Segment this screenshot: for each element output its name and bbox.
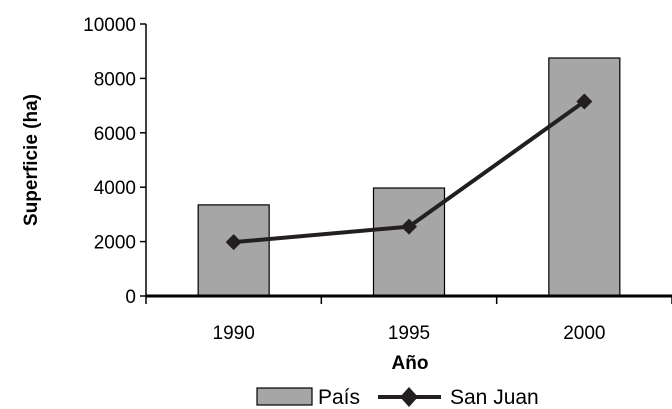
legend-marker-san-juan (400, 387, 418, 407)
x-tick-label: 1990 (213, 323, 255, 344)
y-tick-label: 10000 (83, 15, 136, 36)
point-san-juan-1995 (401, 218, 417, 235)
y-tick-label: 8000 (94, 69, 136, 90)
y-tick-label: 2000 (94, 233, 136, 254)
x-tick-label: 2000 (563, 323, 605, 344)
y-axis-title: Superficie (ha) (21, 94, 42, 226)
y-tick-label: 0 (125, 287, 136, 308)
legend-swatch-pais (256, 387, 313, 406)
legend-label-pais: País (318, 386, 360, 409)
y-tick-label: 4000 (94, 178, 136, 199)
x-axis-title: Año (392, 353, 429, 374)
y-tick-labels: 0 2000 4000 6000 8000 10000 (83, 15, 136, 308)
bars-group (197, 57, 621, 297)
bar-1995 (372, 187, 446, 297)
bar-1990 (197, 204, 270, 297)
axes-group (140, 23, 672, 304)
line-series-group (225, 93, 593, 251)
legend-label-san-juan: San Juan (450, 386, 539, 409)
point-san-juan-1990 (225, 234, 242, 251)
point-san-juan-2000 (576, 93, 593, 110)
legend: País San Juan (256, 386, 539, 409)
x-tick-label: 1995 (388, 323, 430, 344)
x-tick-labels: 1990 1995 2000 (213, 323, 606, 344)
y-tick-label: 6000 (94, 124, 136, 145)
